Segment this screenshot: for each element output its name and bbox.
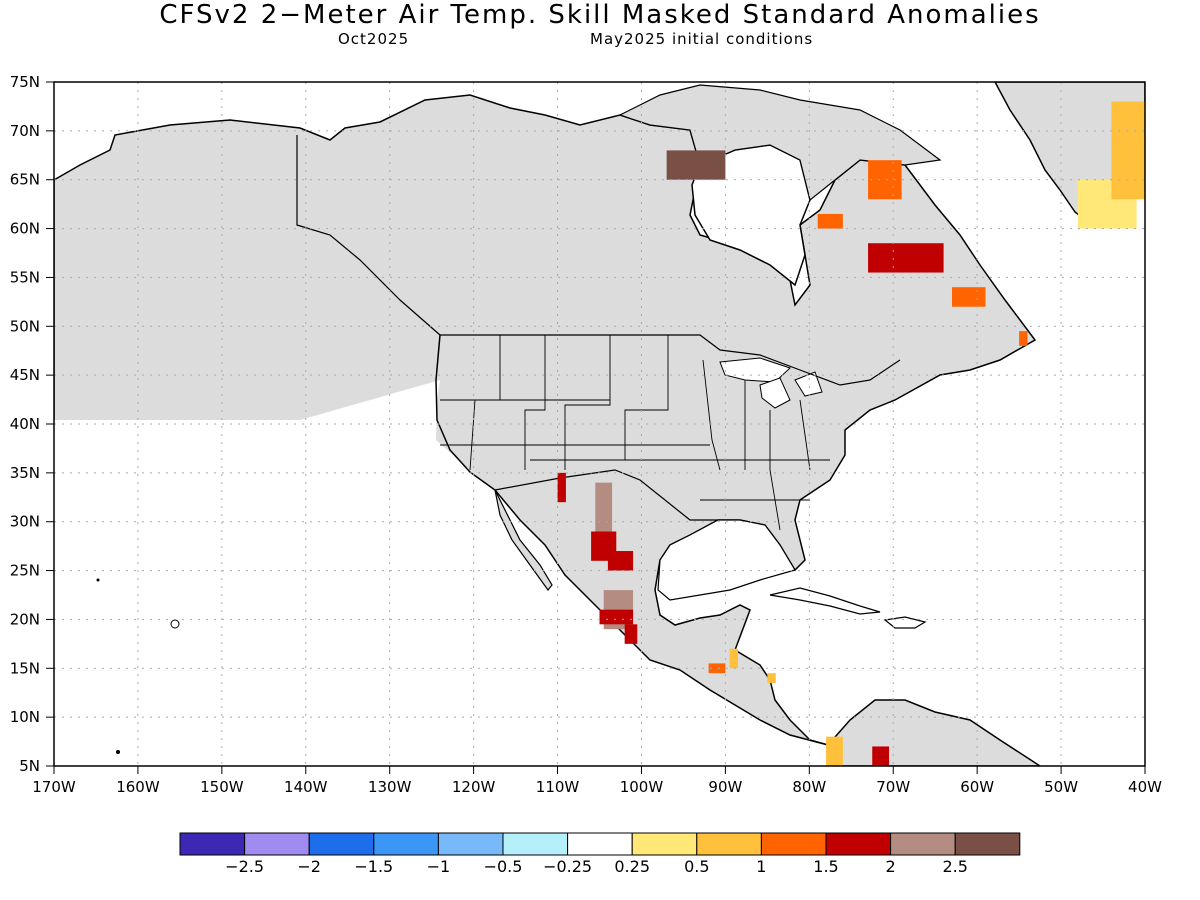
lat-tick-label: 10N — [10, 708, 40, 726]
lon-tick-label: 90W — [708, 778, 742, 796]
anomaly-cell — [607, 551, 634, 571]
anomaly-cell — [624, 624, 638, 644]
lon-tick-label: 120W — [452, 778, 496, 796]
lon-tick-label: 170W — [32, 778, 76, 796]
anomaly-cell — [708, 663, 726, 674]
colorbar-swatch — [179, 832, 246, 856]
latitude-axis: 75N 70N 65N 60N 55N 50N 45N 40N 35N 30N 25N 20N 15N 1… — [10, 73, 54, 775]
colorbar-swatch — [567, 832, 633, 856]
anomaly-cell — [817, 213, 843, 229]
colorbar-label: 0.25 — [614, 857, 650, 876]
lat-tick-label: 20N — [10, 610, 40, 628]
lat-tick-label: 15N — [10, 659, 40, 677]
lon-tick-label: 80W — [792, 778, 826, 796]
colorbar-label: −2 — [297, 857, 321, 876]
valid-month-label: Oct2025 — [338, 30, 410, 48]
colorbar-label: −1 — [427, 857, 451, 876]
lon-tick-label: 60W — [960, 778, 994, 796]
lat-tick-label: 35N — [10, 464, 40, 482]
graticule — [54, 82, 1145, 766]
colorbar-swatch — [825, 832, 892, 856]
lon-tick-label: 50W — [1044, 778, 1078, 796]
lat-tick-label: 75N — [10, 73, 40, 91]
anomaly-cell — [599, 609, 634, 625]
colorbar-swatch — [502, 832, 569, 856]
colorbar-label: 2 — [886, 857, 896, 876]
colorbar-swatch — [437, 832, 504, 856]
colorbar-swatch — [308, 832, 375, 856]
lat-tick-label: 70N — [10, 122, 40, 140]
lon-tick-label: 40W — [1128, 778, 1162, 796]
lat-tick-label: 30N — [10, 513, 40, 531]
lat-tick-label: 50N — [10, 317, 40, 335]
init-conditions-label: May2025 initial conditions — [590, 30, 814, 48]
lon-tick-label: 110W — [536, 778, 580, 796]
colorbar-label: −2.5 — [225, 857, 264, 876]
lon-tick-label: 150W — [200, 778, 244, 796]
anomaly-cell — [868, 243, 944, 273]
map-title: CFSv2 2−Meter Air Temp. Skill Masked Sta… — [159, 0, 1041, 30]
colorbar-swatch — [244, 832, 310, 856]
colorbar-label: 0.5 — [684, 857, 709, 876]
lat-tick-label: 55N — [10, 268, 40, 286]
lon-tick-label: 160W — [116, 778, 160, 796]
colorbar-label: 2.5 — [942, 857, 967, 876]
colorbar-swatch — [954, 832, 1021, 856]
colorbar-swatch — [760, 832, 827, 856]
land-masked — [54, 82, 1145, 766]
anomaly-cell — [666, 150, 726, 180]
colorbar-label: −0.5 — [484, 857, 523, 876]
colorbar-label: 1 — [756, 857, 766, 876]
lat-tick-label: 45N — [10, 366, 40, 384]
anomaly-cell — [1111, 101, 1145, 200]
lon-tick-label: 70W — [876, 778, 910, 796]
anomaly-layer — [557, 101, 1145, 766]
anomaly-cell — [557, 472, 566, 503]
anomaly-cell — [767, 673, 776, 683]
colorbar-swatch — [890, 832, 956, 856]
lat-tick-label: 5N — [19, 757, 40, 775]
colorbar-swatch — [631, 832, 698, 856]
anomaly-cell — [729, 648, 738, 669]
anomaly-cell — [868, 160, 902, 200]
lat-tick-label: 25N — [10, 562, 40, 580]
anomaly-cell — [826, 736, 843, 766]
anomaly-cell — [951, 287, 986, 307]
colorbar-label: −1.5 — [354, 857, 393, 876]
lon-tick-label: 100W — [620, 778, 664, 796]
colorbar-swatch — [696, 832, 762, 856]
colorbar-swatch — [373, 832, 439, 856]
anomaly-cell — [595, 482, 613, 542]
colorbar: −2.5 −2 −1.5 −1 −0.5 −0.25 0.25 0.5 1 1.5 2 2.5 — [179, 832, 1021, 876]
lat-tick-label: 40N — [10, 415, 40, 433]
lon-tick-label: 140W — [284, 778, 328, 796]
lat-tick-label: 60N — [10, 220, 40, 238]
colorbar-label: 1.5 — [813, 857, 838, 876]
longitude-axis: 170W 160W 150W 140W 130W 120W 110W 100W 90W 80W 70… — [32, 766, 1162, 796]
lat-tick-label: 65N — [10, 171, 40, 189]
colorbar-label: −0.25 — [543, 857, 592, 876]
anomaly-cell — [1019, 331, 1028, 346]
anomaly-cell — [872, 746, 890, 766]
lon-tick-label: 130W — [368, 778, 412, 796]
